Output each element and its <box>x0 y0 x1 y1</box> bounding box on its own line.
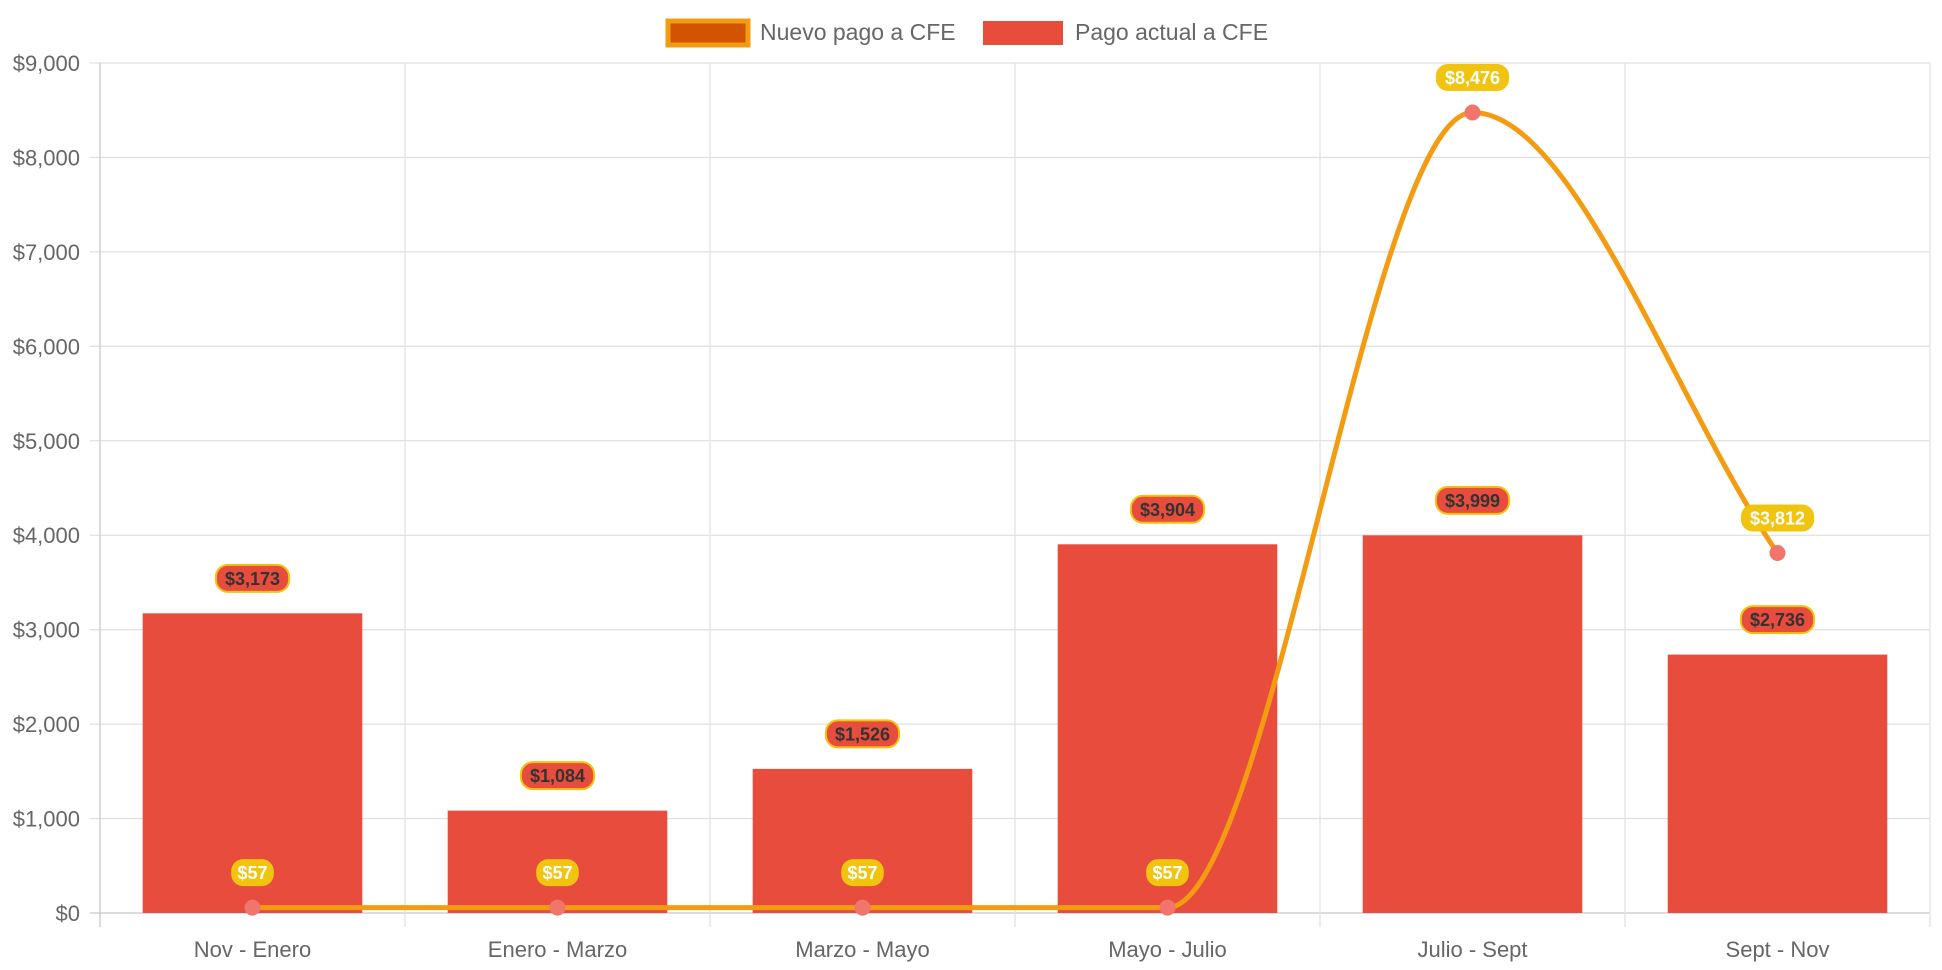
data-label-bg <box>824 719 901 749</box>
data-label: $1,526 <box>824 719 901 749</box>
y-tick-label: $5,000 <box>13 429 80 454</box>
y-tick-label: $1,000 <box>13 807 80 832</box>
x-tick-label: Nov - Enero <box>194 937 311 962</box>
x-tick-label: Sept - Nov <box>1726 937 1830 962</box>
legend-swatch <box>983 21 1063 45</box>
line-series <box>244 104 1786 916</box>
data-label-text: $3,904 <box>1140 500 1195 520</box>
data-label: $57 <box>536 859 579 887</box>
bar-series <box>142 535 1888 913</box>
data-label-bg <box>1740 504 1815 532</box>
data-label-bg <box>841 859 884 887</box>
data-label-text: $3,812 <box>1750 508 1805 528</box>
x-tick-label: Enero - Marzo <box>488 937 627 962</box>
line-point[interactable] <box>549 899 566 916</box>
data-label: $8,476 <box>1435 63 1510 91</box>
bar[interactable] <box>1667 654 1888 913</box>
data-label-bg <box>519 761 596 791</box>
data-label-bg <box>1146 859 1189 887</box>
x-tick-label: Marzo - Mayo <box>795 937 929 962</box>
data-label-text: $2,736 <box>1750 610 1805 630</box>
y-tick-label: $2,000 <box>13 712 80 737</box>
data-label: $2,736 <box>1739 605 1816 635</box>
data-label-text: $57 <box>542 863 572 883</box>
data-label: $57 <box>231 859 274 887</box>
data-label-text: $1,526 <box>835 724 890 744</box>
y-tick-label: $7,000 <box>13 240 80 265</box>
data-label-bg <box>231 859 274 887</box>
data-label-text: $3,173 <box>225 569 280 589</box>
data-label-bg <box>536 859 579 887</box>
y-tick-label: $4,000 <box>13 523 80 548</box>
data-label-bg <box>1129 494 1206 524</box>
legend-label: Nuevo pago a CFE <box>760 19 956 45</box>
line-point[interactable] <box>1464 104 1481 121</box>
data-label-bg <box>1739 605 1816 635</box>
data-label-text: $1,084 <box>530 766 585 786</box>
legend[interactable]: Nuevo pago a CFE Pago actual a CFE <box>665 18 1268 48</box>
line-point[interactable] <box>1159 899 1176 916</box>
legend-item-pago-actual[interactable]: Pago actual a CFE <box>983 19 1268 45</box>
y-tick-label: $8,000 <box>13 145 80 170</box>
data-label-text: $57 <box>847 863 877 883</box>
y-tick-label: $0 <box>56 901 80 926</box>
y-tick-label: $6,000 <box>13 334 80 359</box>
x-tick-label: Julio - Sept <box>1417 937 1527 962</box>
line-point[interactable] <box>854 899 871 916</box>
grid <box>90 62 1931 927</box>
bar[interactable] <box>1057 544 1278 913</box>
legend-swatch <box>665 18 751 48</box>
legend-label: Pago actual a CFE <box>1075 19 1268 45</box>
bar[interactable] <box>752 768 973 913</box>
data-labels: $3,173 $1,084 $1,526 $3,904 $3,999 $2,736 $57 $… <box>214 63 1816 887</box>
data-label-bg <box>1435 63 1510 91</box>
data-label: $1,084 <box>519 761 596 791</box>
axes: $0 $1,000 $2,000 $3,000 $4,000 $5,000 $6,000 $7… <box>13 51 1830 962</box>
data-label: $3,812 <box>1740 504 1815 532</box>
data-label: $57 <box>1146 859 1189 887</box>
data-label: $3,904 <box>1129 494 1206 524</box>
data-label: $57 <box>841 859 884 887</box>
data-label-text: $8,476 <box>1445 68 1500 88</box>
data-label-bg <box>1434 485 1511 515</box>
data-label: $3,999 <box>1434 485 1511 515</box>
data-label-text: $57 <box>1152 863 1182 883</box>
data-label-text: $57 <box>237 863 267 883</box>
x-tick-label: Mayo - Julio <box>1108 937 1227 962</box>
data-label-bg <box>214 563 291 593</box>
legend-item-nuevo-pago[interactable]: Nuevo pago a CFE <box>665 18 956 48</box>
line-point[interactable] <box>244 899 261 916</box>
line-point[interactable] <box>1769 544 1786 561</box>
y-tick-label: $9,000 <box>13 51 80 76</box>
y-tick-label: $3,000 <box>13 618 80 643</box>
bar[interactable] <box>1362 535 1583 913</box>
data-label-text: $3,999 <box>1445 491 1500 511</box>
data-label: $3,173 <box>214 563 291 593</box>
